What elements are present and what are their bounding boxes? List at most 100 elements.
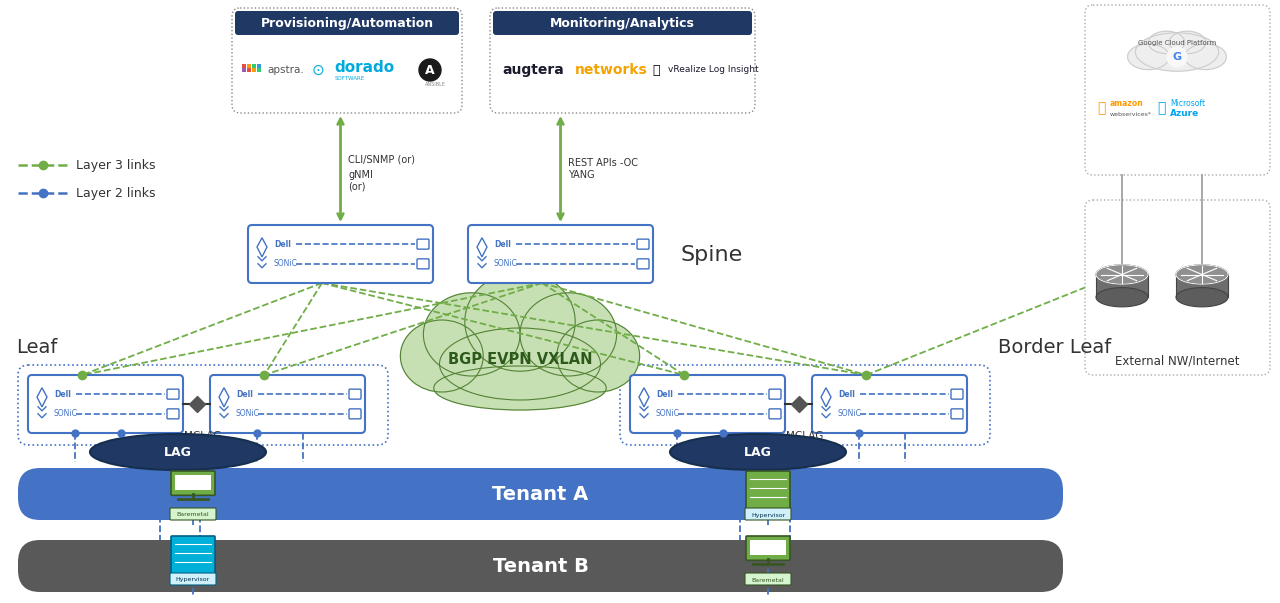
- Ellipse shape: [401, 320, 484, 392]
- FancyBboxPatch shape: [247, 68, 251, 72]
- Ellipse shape: [520, 293, 617, 376]
- FancyBboxPatch shape: [349, 389, 361, 399]
- FancyBboxPatch shape: [166, 389, 179, 399]
- Text: Provisioning/Automation: Provisioning/Automation: [260, 16, 434, 30]
- FancyBboxPatch shape: [630, 375, 785, 433]
- Text: Leaf: Leaf: [15, 338, 58, 357]
- Text: SONiC: SONiC: [494, 259, 518, 268]
- Text: MCLAG: MCLAG: [786, 431, 824, 441]
- FancyBboxPatch shape: [637, 239, 649, 249]
- Text: networks: networks: [575, 63, 648, 77]
- Text: LAG: LAG: [744, 446, 772, 458]
- Text: Google Cloud Platform: Google Cloud Platform: [1138, 40, 1216, 46]
- Ellipse shape: [424, 293, 520, 376]
- Text: Tenant B: Tenant B: [493, 557, 589, 575]
- FancyBboxPatch shape: [210, 375, 365, 433]
- Text: BGP EVPN VXLAN: BGP EVPN VXLAN: [448, 353, 593, 367]
- Text: webservices*: webservices*: [1110, 112, 1152, 116]
- FancyBboxPatch shape: [493, 11, 753, 35]
- FancyBboxPatch shape: [637, 259, 649, 269]
- Text: Spine: Spine: [680, 245, 742, 265]
- Ellipse shape: [1148, 31, 1185, 54]
- Text: ⬛: ⬛: [1157, 101, 1165, 115]
- Ellipse shape: [1096, 288, 1148, 307]
- FancyBboxPatch shape: [242, 64, 246, 68]
- Text: Layer 3 links: Layer 3 links: [76, 159, 155, 171]
- Ellipse shape: [90, 434, 266, 470]
- Ellipse shape: [1169, 31, 1206, 54]
- Text: Dell: Dell: [236, 390, 253, 399]
- Text: augtera: augtera: [502, 63, 563, 77]
- FancyBboxPatch shape: [417, 259, 429, 269]
- FancyBboxPatch shape: [769, 389, 781, 399]
- FancyBboxPatch shape: [257, 68, 261, 72]
- Text: Dell: Dell: [494, 239, 511, 248]
- FancyBboxPatch shape: [247, 64, 251, 68]
- Ellipse shape: [465, 272, 575, 371]
- FancyBboxPatch shape: [175, 475, 211, 490]
- FancyBboxPatch shape: [248, 225, 433, 283]
- Text: Hypervisor: Hypervisor: [175, 578, 210, 582]
- Ellipse shape: [1128, 44, 1169, 69]
- FancyBboxPatch shape: [257, 64, 261, 68]
- FancyBboxPatch shape: [236, 11, 460, 35]
- Text: Azure: Azure: [1170, 110, 1199, 119]
- Text: SONiC: SONiC: [274, 259, 298, 268]
- Ellipse shape: [1176, 265, 1228, 284]
- FancyBboxPatch shape: [18, 468, 1062, 520]
- Text: A: A: [425, 63, 435, 77]
- FancyBboxPatch shape: [172, 471, 215, 495]
- Text: apstra.: apstra.: [268, 65, 303, 75]
- Text: SONiC: SONiC: [236, 409, 260, 418]
- FancyBboxPatch shape: [746, 471, 790, 509]
- FancyBboxPatch shape: [769, 409, 781, 419]
- FancyBboxPatch shape: [242, 68, 246, 72]
- Text: amazon: amazon: [1110, 98, 1144, 107]
- Ellipse shape: [434, 366, 607, 410]
- Text: ⊙: ⊙: [311, 63, 324, 78]
- Ellipse shape: [1167, 47, 1187, 67]
- Text: Monitoring/Analytics: Monitoring/Analytics: [550, 16, 695, 30]
- Text: SONiC: SONiC: [657, 409, 680, 418]
- FancyBboxPatch shape: [252, 68, 256, 72]
- Ellipse shape: [1135, 33, 1219, 71]
- Ellipse shape: [419, 59, 442, 81]
- FancyBboxPatch shape: [252, 64, 256, 68]
- Text: Microsoft: Microsoft: [1170, 98, 1206, 107]
- Text: CLI/SNMP (or): CLI/SNMP (or): [348, 154, 416, 164]
- FancyBboxPatch shape: [750, 540, 786, 555]
- Text: Tenant A: Tenant A: [493, 484, 589, 504]
- Ellipse shape: [557, 320, 640, 392]
- FancyBboxPatch shape: [172, 536, 215, 574]
- FancyBboxPatch shape: [349, 409, 361, 419]
- Text: Dell: Dell: [54, 390, 70, 399]
- Text: MCLAG: MCLAG: [184, 431, 221, 441]
- Text: Border Leaf: Border Leaf: [998, 338, 1111, 357]
- FancyBboxPatch shape: [166, 409, 179, 419]
- Text: Dell: Dell: [274, 239, 291, 248]
- FancyBboxPatch shape: [812, 375, 966, 433]
- FancyBboxPatch shape: [745, 508, 791, 520]
- Text: vRealize Log Insight: vRealize Log Insight: [668, 66, 759, 75]
- Text: ANSIBLE: ANSIBLE: [425, 81, 445, 86]
- Text: ⬛: ⬛: [1097, 101, 1106, 115]
- Text: dorado: dorado: [334, 60, 394, 75]
- Text: Dell: Dell: [657, 390, 673, 399]
- Text: G: G: [1172, 52, 1181, 62]
- Text: SONiC: SONiC: [838, 409, 861, 418]
- Text: Baremetal: Baremetal: [751, 578, 785, 582]
- Ellipse shape: [669, 434, 846, 470]
- FancyBboxPatch shape: [951, 409, 963, 419]
- Text: gNMI
(or): gNMI (or): [348, 170, 374, 192]
- Ellipse shape: [439, 328, 600, 400]
- Text: Layer 2 links: Layer 2 links: [76, 186, 155, 200]
- FancyBboxPatch shape: [468, 225, 653, 283]
- FancyBboxPatch shape: [1176, 274, 1228, 297]
- FancyBboxPatch shape: [28, 375, 183, 433]
- FancyBboxPatch shape: [18, 540, 1062, 592]
- Text: SOFTWARE: SOFTWARE: [335, 75, 365, 80]
- Text: External NW/Internet: External NW/Internet: [1115, 355, 1239, 368]
- FancyBboxPatch shape: [1096, 274, 1148, 297]
- Text: 📊: 📊: [652, 63, 659, 77]
- Ellipse shape: [1176, 288, 1228, 307]
